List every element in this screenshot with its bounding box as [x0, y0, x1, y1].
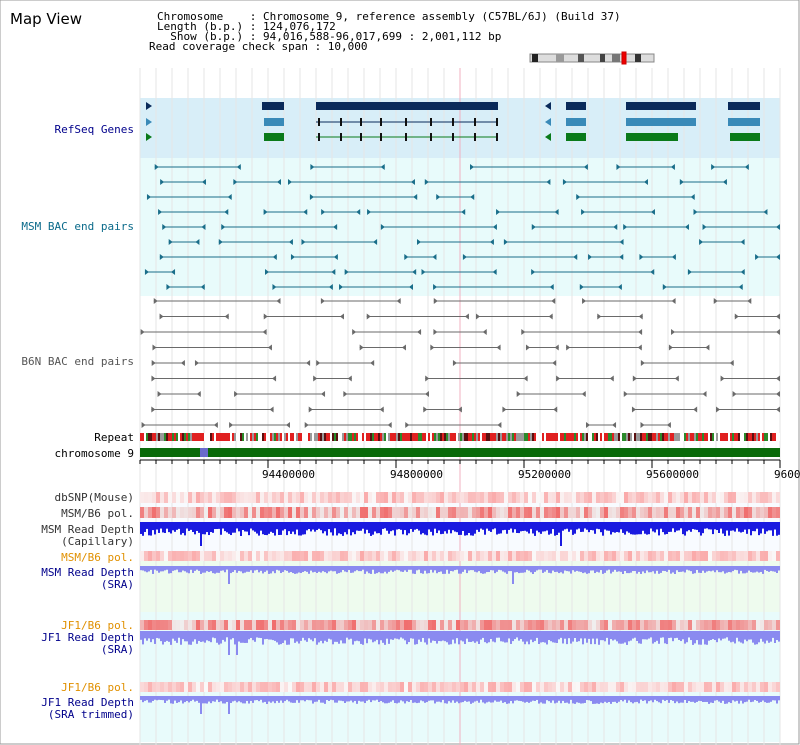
- ruler: [139, 459, 781, 468]
- track-label-jf1-depth-trim: JF1 Read Depth: [41, 696, 134, 709]
- gene-block: [262, 102, 284, 110]
- tick-label: 94800000: [390, 468, 443, 481]
- repeat-track[interactable]: [140, 433, 780, 441]
- track-label-b6n-bac[interactable]: B6N BAC end pairs: [21, 355, 134, 368]
- msm-bac-pairs[interactable]: [144, 164, 780, 290]
- track-label-jf1-depth-trim-sub: (SRA trimmed): [47, 708, 134, 721]
- tick-label: 9600: [774, 468, 800, 481]
- info-chromosome: Chromosome : Chromosome 9, reference ass…: [157, 10, 621, 23]
- tick-label: 95200000: [518, 468, 571, 481]
- track-label-jf1-depth-sra: JF1 Read Depth: [41, 631, 134, 644]
- tick-label: 95600000: [646, 468, 699, 481]
- page-title: Map View: [10, 10, 83, 28]
- gene-block: [728, 102, 760, 110]
- tick-label: 94400000: [262, 468, 315, 481]
- track-label-jf1-b6-pol: JF1/B6 pol.: [61, 619, 134, 632]
- gene-block: [566, 102, 586, 110]
- gene-block: [626, 133, 678, 141]
- b6n-bac-pairs[interactable]: [140, 298, 780, 428]
- info-coverage: Read coverage check span : 10,000: [149, 40, 368, 53]
- gene-block: [626, 102, 696, 110]
- track-label-msm-b6-pol-2: MSM/B6 pol.: [61, 551, 134, 564]
- track-label-chromosome: chromosome 9: [54, 447, 134, 460]
- gene-block: [730, 133, 760, 141]
- gene-block: [264, 133, 284, 141]
- chromosome-ideogram[interactable]: [529, 51, 655, 65]
- info-show: Show (b.p.) : 94,016,588-96,017,699 : 2,…: [157, 30, 502, 43]
- gene-block: [566, 133, 586, 141]
- track-label-dbsnp: dbSNP(Mouse): [54, 491, 134, 504]
- gene-block: [728, 118, 760, 126]
- gene-block: [264, 118, 284, 126]
- track-label-msm-depth-sra: MSM Read Depth: [41, 566, 134, 579]
- info-length: Length (b.p.) : 124,076,172: [157, 20, 336, 33]
- gene-block: [626, 118, 696, 126]
- track-label-msm-depth-sra-sub: (SRA): [100, 578, 134, 591]
- chromosome-bar[interactable]: [140, 448, 780, 457]
- refseq-genes[interactable]: [146, 102, 760, 141]
- gene-block: [566, 118, 586, 126]
- track-label-jf1-depth-sra-sub: (SRA): [100, 643, 134, 656]
- gene-block: [316, 102, 498, 110]
- track-label-msm-depth-cap: MSM Read Depth: [41, 523, 134, 536]
- track-label-msm-bac[interactable]: MSM BAC end pairs: [21, 220, 134, 233]
- track-label-refseq[interactable]: RefSeq Genes: [54, 123, 134, 136]
- track-label-msm-depth-cap-sub: (Capillary): [61, 535, 134, 548]
- track-label-repeat: Repeat: [94, 431, 134, 444]
- track-label-msm-b6-pol: MSM/B6 pol.: [61, 507, 134, 520]
- track-label-jf1-b6-pol-2: JF1/B6 pol.: [61, 681, 134, 694]
